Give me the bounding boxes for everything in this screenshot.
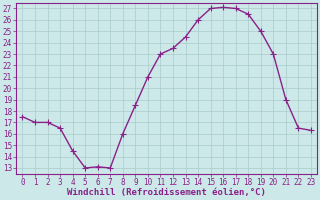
- X-axis label: Windchill (Refroidissement éolien,°C): Windchill (Refroidissement éolien,°C): [67, 188, 266, 197]
